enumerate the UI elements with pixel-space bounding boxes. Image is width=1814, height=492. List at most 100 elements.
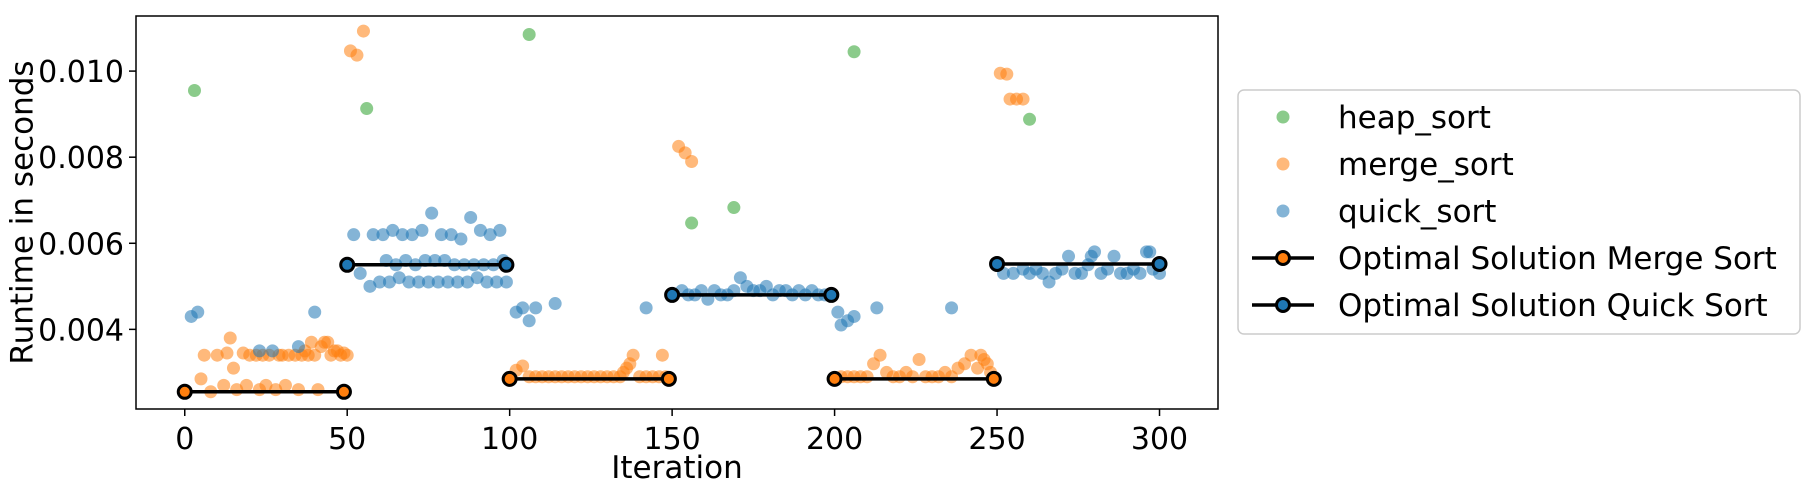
legend-marker (1276, 110, 1290, 124)
data-point (340, 348, 354, 362)
data-point (480, 275, 494, 289)
legend: heap_sort merge_sort quick_sort Optimal Sol… (1237, 89, 1801, 335)
y-tick-label: 0.004 (38, 313, 124, 348)
data-point (1107, 249, 1121, 263)
data-point (727, 201, 741, 215)
data-point (548, 297, 562, 311)
data-point (395, 228, 409, 242)
data-point (360, 102, 374, 116)
optimal-segment-endpoint (176, 383, 193, 400)
optimal-segment-endpoint (501, 370, 518, 387)
optimal-segment-endpoint (989, 255, 1006, 272)
data-point (376, 228, 390, 242)
legend-label: heap_sort (1338, 100, 1491, 136)
optimal-segment-endpoint (339, 256, 356, 273)
data-point (311, 383, 325, 397)
series-optimal-solution-merge-sort (176, 370, 1002, 400)
data-point (405, 228, 419, 242)
data-point (873, 348, 887, 362)
data-point (1143, 245, 1157, 259)
data-point (308, 305, 322, 319)
series-quick-sort (184, 206, 1167, 358)
data-point (1055, 262, 1069, 276)
data-point (1062, 249, 1076, 263)
data-point (194, 372, 208, 386)
data-point (493, 223, 507, 237)
data-point (685, 154, 699, 168)
series-optimal-solution-quick-sort (339, 255, 1168, 303)
data-point (210, 348, 224, 362)
legend-marker (1276, 204, 1290, 218)
legend-frame (1237, 89, 1801, 335)
legend-marker (1275, 297, 1291, 313)
data-point (226, 361, 240, 375)
data-point (945, 301, 959, 315)
data-point (655, 348, 669, 362)
data-point (516, 359, 530, 373)
data-point (421, 275, 435, 289)
data-point (434, 228, 448, 242)
data-point (860, 370, 874, 384)
data-point (187, 83, 201, 97)
legend-item: heap_sort (1276, 100, 1491, 136)
data-point (278, 378, 292, 392)
series-merge-sort (194, 24, 1030, 399)
data-point (217, 378, 231, 392)
legend-item: merge_sort (1276, 147, 1514, 183)
legend-item: quick_sort (1276, 194, 1496, 230)
x-tick-label: 100 (481, 422, 538, 457)
optimal-segment-endpoint (823, 286, 840, 303)
x-tick-label: 50 (328, 422, 366, 457)
data-point (639, 301, 653, 315)
data-point (870, 301, 884, 315)
data-point (685, 216, 699, 230)
data-point (347, 228, 361, 242)
data-point (522, 28, 536, 42)
data-point (847, 309, 861, 323)
data-point (1133, 266, 1147, 280)
data-point (431, 275, 445, 289)
x-tick-label: 200 (806, 422, 863, 457)
data-point (265, 344, 279, 358)
legend-item: Optimal Solution Merge Sort (1252, 241, 1777, 277)
data-point (1000, 67, 1014, 81)
data-point (291, 340, 305, 354)
legend-marker (1276, 157, 1290, 171)
data-point (451, 275, 465, 289)
series-layer (176, 24, 1168, 400)
optimal-segment-endpoint (335, 383, 352, 400)
axes: 0 50 100 150 200 250 300 0.0040.0060.0080.010 … (5, 15, 1219, 486)
optimal-segment-endpoint (1151, 255, 1168, 272)
y-tick-label: 0.010 (38, 55, 124, 90)
data-point (1006, 266, 1020, 280)
data-point (353, 266, 367, 280)
data-point (223, 331, 237, 345)
data-point (220, 346, 234, 360)
legend-marker (1275, 250, 1291, 266)
data-point (386, 223, 400, 237)
data-point (252, 344, 266, 358)
data-point (366, 228, 380, 242)
data-point (464, 210, 478, 224)
data-point (454, 232, 468, 246)
y-axis-ticks: 0.004 0.006 0.008 0.010 (38, 55, 136, 348)
data-point (912, 352, 926, 366)
data-point (382, 275, 396, 289)
data-point (1016, 92, 1030, 106)
data-point (197, 348, 211, 362)
legend-label: Optimal Solution Merge Sort (1338, 241, 1777, 277)
data-point (402, 275, 416, 289)
legend-item: Optimal Solution Quick Sort (1252, 288, 1768, 324)
series-heap-sort (187, 28, 1037, 230)
y-tick-label: 0.008 (38, 141, 124, 176)
data-point (425, 206, 439, 220)
data-point (412, 275, 426, 289)
legend-label: Optimal Solution Quick Sort (1338, 288, 1768, 324)
data-point (906, 370, 920, 384)
data-point (444, 228, 458, 242)
optimal-segment-endpoint (985, 370, 1002, 387)
data-point (1101, 262, 1115, 276)
data-point (847, 45, 861, 59)
data-point (191, 305, 205, 319)
